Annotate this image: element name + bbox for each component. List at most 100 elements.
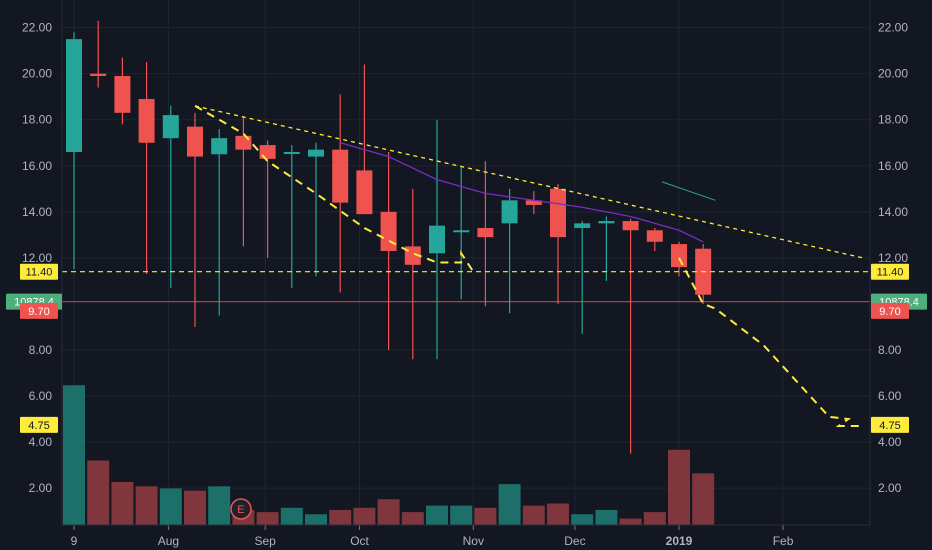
y-tick-left: 20.00	[22, 67, 52, 81]
y-tick-left: 22.00	[22, 21, 52, 35]
grid	[62, 0, 870, 525]
y-tick-right: 6.00	[878, 389, 902, 403]
candle-body	[671, 244, 687, 268]
volume-bar	[63, 385, 85, 525]
y-tick-left: 16.00	[22, 159, 52, 173]
overlays: E	[62, 105, 870, 520]
y-tick-left: 4.00	[29, 435, 53, 449]
volume-bar	[498, 484, 521, 525]
volume-bar	[643, 512, 666, 525]
candle-body	[404, 246, 421, 265]
candle-body	[598, 221, 615, 224]
moving-average-line	[340, 142, 704, 243]
volume-bar	[595, 509, 618, 525]
y-tick-right: 2.00	[878, 481, 902, 495]
y-tick-right: 16.00	[878, 159, 908, 173]
volume-bar	[353, 507, 376, 525]
y-tick-right: 4.00	[878, 435, 902, 449]
x-tick-label: Nov	[463, 534, 484, 548]
volume-bar	[87, 460, 110, 525]
volume-bar	[208, 486, 231, 525]
y-tick-left: 18.00	[22, 113, 52, 127]
volume-bar	[305, 514, 327, 525]
volume-bar	[547, 503, 569, 525]
x-tick-label: 2019	[666, 534, 693, 548]
y-tick-left: 14.00	[22, 205, 52, 219]
price-label-text: 9.70	[879, 306, 900, 318]
candle-body	[259, 145, 276, 159]
price-label-right	[871, 416, 909, 433]
candle-body	[550, 188, 566, 238]
candle-body	[211, 138, 228, 155]
candle-body	[501, 200, 518, 224]
candle-body	[235, 135, 252, 150]
volume-bar	[184, 490, 206, 525]
volume-bar	[474, 507, 497, 525]
price-label-text: 4.75	[879, 420, 900, 432]
volume-bar	[522, 505, 545, 525]
x-tick-label: Sep	[255, 534, 277, 548]
volume-bar	[377, 499, 400, 525]
y-tick-right: 22.00	[878, 21, 908, 35]
axes: 22.00 22.00 20.00 20.00 18.00 18.00 16.00 16.00…	[22, 0, 908, 548]
candle-body	[574, 223, 591, 228]
y-tick-right: 12.00	[878, 251, 908, 265]
volume-bar	[135, 486, 158, 525]
volume-bar	[450, 505, 473, 525]
candle-body	[162, 115, 179, 139]
price-label-text: 11.40	[26, 267, 53, 279]
y-tick-right: 14.00	[878, 205, 908, 219]
volume-bar	[401, 512, 424, 525]
y-tick-right: 8.00	[878, 343, 902, 357]
x-tick-label: Dec	[564, 534, 585, 548]
volume-bar	[571, 514, 594, 525]
price-label-text: 4.75	[28, 420, 49, 432]
candle-body	[453, 230, 470, 233]
candle-body	[356, 170, 373, 215]
candles	[66, 20, 712, 454]
candle-body	[283, 151, 300, 154]
volume-bar	[280, 507, 303, 525]
y-tick-left: 12.00	[22, 251, 52, 265]
volume-bars	[63, 385, 715, 525]
y-tick-right: 18.00	[878, 113, 908, 127]
candle-body	[429, 225, 445, 254]
y-tick-left: 8.00	[29, 343, 53, 357]
volume-bar	[619, 518, 642, 525]
candle-body	[525, 200, 542, 205]
price-label-right	[871, 302, 909, 319]
volume-bar	[256, 512, 279, 525]
x-tick-label: Oct	[350, 534, 369, 548]
volume-bar	[111, 482, 134, 525]
trendline	[194, 105, 864, 259]
annotation-line	[661, 181, 716, 201]
volume-bar	[159, 488, 182, 525]
x-tick-label: Aug	[158, 534, 179, 548]
y-tick-left: 2.00	[29, 481, 53, 495]
earnings-marker-label: E	[237, 504, 244, 516]
price-label-text: 11.40	[877, 267, 904, 279]
y-tick-right: 20.00	[878, 67, 908, 81]
trendline	[678, 257, 863, 427]
price-label-text: 9.70	[28, 306, 49, 318]
price-label-left	[20, 416, 58, 433]
price-label-left	[20, 263, 58, 280]
candle-body	[622, 221, 639, 231]
price-label-left	[20, 302, 58, 319]
volume-bar	[668, 449, 690, 525]
trendline	[194, 105, 475, 273]
candle-body	[138, 99, 155, 143]
candle-body	[114, 75, 131, 113]
y-tick-left: 6.00	[29, 389, 53, 403]
volume-bar	[692, 473, 715, 525]
price-label-right	[871, 263, 909, 280]
candle-body	[477, 227, 494, 238]
candle-body	[646, 230, 663, 242]
candle-body	[380, 211, 397, 251]
candle-body	[90, 73, 107, 76]
x-tick-label: Feb	[773, 534, 794, 548]
candle-body	[308, 149, 324, 157]
candle-body	[187, 126, 203, 157]
